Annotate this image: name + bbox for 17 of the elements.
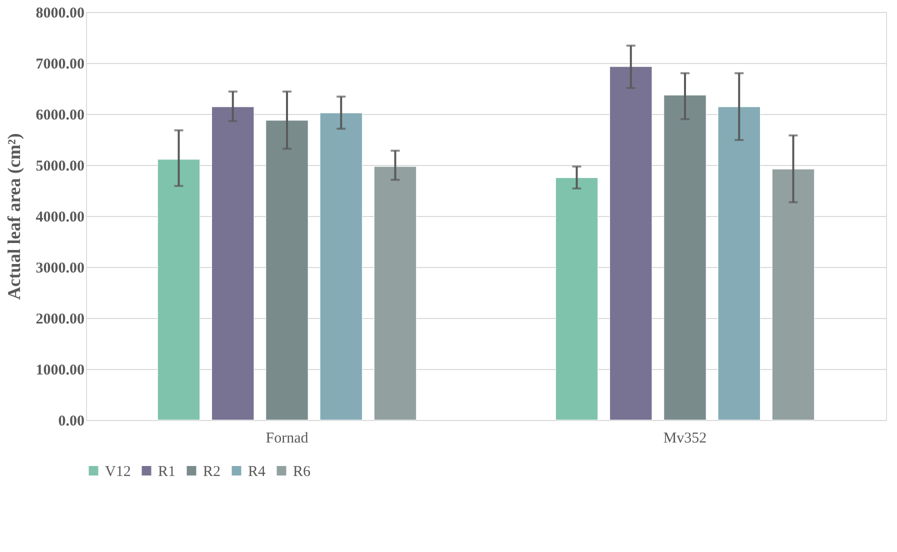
y-tick-label: 1000.00 <box>36 362 84 378</box>
legend-label: R2 <box>203 464 221 480</box>
y-tick-label: 4000.00 <box>36 210 84 226</box>
x-tick-label: Fornad <box>266 430 309 446</box>
y-tick-label: 5000.00 <box>36 158 84 174</box>
y-tick-label: 7000.00 <box>36 56 84 72</box>
legend-label: R4 <box>248 464 266 480</box>
y-tick-label: 2000.00 <box>36 312 84 328</box>
legend-label: R1 <box>158 464 176 480</box>
y-tick-label: 6000.00 <box>36 108 84 124</box>
legend-label: V12 <box>105 464 131 480</box>
y-axis-title: Actual leaf area (cm²) <box>4 133 24 300</box>
x-tick-label: Mv352 <box>663 430 707 446</box>
y-tick-label: 0.00 <box>58 414 84 430</box>
legend-label: R6 <box>293 464 312 480</box>
y-tick-label: 8000.00 <box>36 6 84 22</box>
y-tick-label: 3000.00 <box>36 260 84 276</box>
